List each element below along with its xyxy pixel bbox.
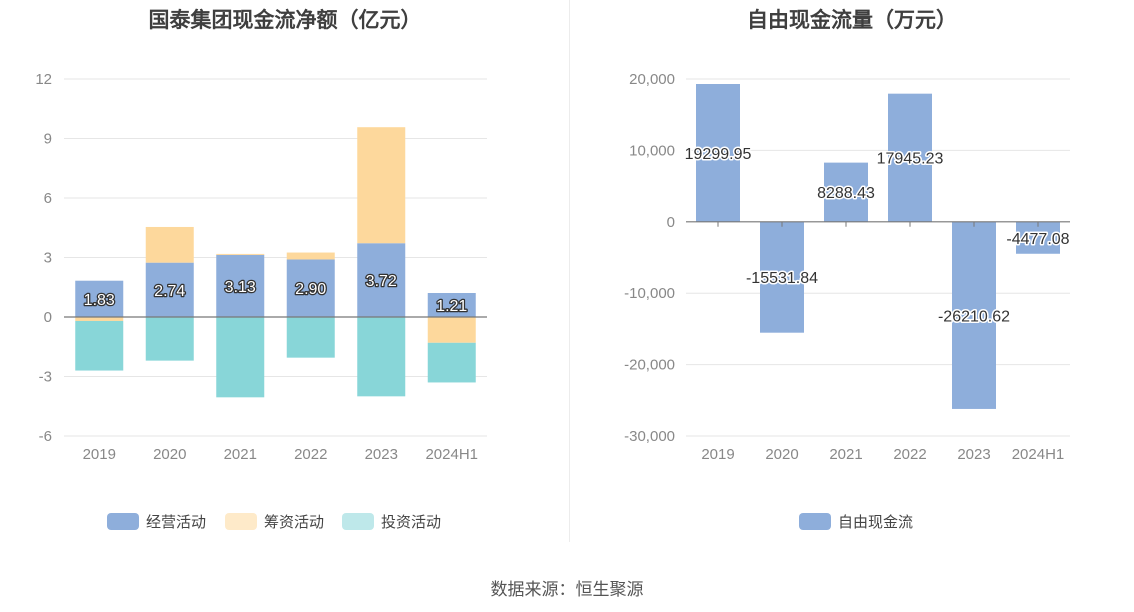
right-data-label: -26210.62 xyxy=(938,308,1010,325)
left-bar-operating xyxy=(357,243,406,317)
right-x-tick-label: 2021 xyxy=(829,446,862,463)
right-bar-free-cash-flow xyxy=(888,93,932,222)
left-bar-investing xyxy=(427,342,476,383)
right-x-tick-label: 2022 xyxy=(893,446,926,463)
left-x-tick-label: 2024H1 xyxy=(425,446,478,463)
left-y-tick-label: 9 xyxy=(44,131,52,148)
left-x-tick-label: 2021 xyxy=(224,446,257,463)
right-legend-swatch xyxy=(799,513,831,530)
left-bar-financing xyxy=(75,317,124,321)
chart-divider xyxy=(569,0,570,542)
left-x-tick-label: 2020 xyxy=(153,446,186,463)
left-data-label: 2.74 xyxy=(154,283,185,300)
left-legend-label: 经营活动 xyxy=(146,514,206,531)
left-x-tick-label: 2023 xyxy=(365,446,398,463)
right-x-tick-label: 2023 xyxy=(957,446,990,463)
right-bar-free-cash-flow xyxy=(760,221,804,333)
right-data-label: -15531.84 xyxy=(746,270,818,287)
right-bar-free-cash-flow xyxy=(952,221,996,409)
right-bar-free-cash-flow xyxy=(696,83,740,222)
right-y-tick-label: -10,000 xyxy=(624,285,675,302)
left-x-tick-label: 2019 xyxy=(83,446,116,463)
left-y-tick-label: -3 xyxy=(39,369,52,386)
right-y-tick-label: 20,000 xyxy=(629,71,675,88)
left-data-label: 1.83 xyxy=(84,292,115,309)
left-bar-operating xyxy=(427,293,476,317)
left-y-tick-label: 6 xyxy=(44,190,52,207)
left-data-label: 3.13 xyxy=(225,279,256,296)
right-x-tick-label: 2024H1 xyxy=(1012,446,1065,463)
right-data-label: 8288.43 xyxy=(817,185,875,202)
right-x-tick-label: 2019 xyxy=(701,446,734,463)
left-bar-operating xyxy=(216,254,265,317)
left-legend-label: 筹资活动 xyxy=(264,514,324,531)
right-data-label: -4477.08 xyxy=(1006,231,1069,248)
right-y-tick-label: 0 xyxy=(667,214,675,231)
left-y-tick-label: -6 xyxy=(39,428,52,445)
left-bar-financing xyxy=(427,317,476,343)
left-bar-investing xyxy=(75,320,124,371)
right-bar-free-cash-flow xyxy=(824,162,868,222)
left-legend-swatch xyxy=(225,513,257,530)
left-bar-financing xyxy=(216,253,265,255)
left-bar-investing xyxy=(357,317,406,397)
left-bar-investing xyxy=(286,317,335,358)
left-y-tick-label: 12 xyxy=(35,71,52,88)
left-legend-swatch xyxy=(342,513,374,530)
left-bar-investing xyxy=(145,317,194,361)
right-data-label: 19299.95 xyxy=(685,146,752,163)
left-bar-financing xyxy=(145,226,194,263)
left-legend-label: 投资活动 xyxy=(381,514,441,531)
right-y-tick-label: -20,000 xyxy=(624,357,675,374)
left-data-label: 2.90 xyxy=(295,281,326,298)
right-data-label: 17945.23 xyxy=(877,151,944,168)
right-legend-label: 自由现金流 xyxy=(838,514,913,531)
left-data-label: 1.21 xyxy=(436,298,467,315)
left-legend-swatch xyxy=(107,513,139,530)
right-x-tick-label: 2020 xyxy=(765,446,798,463)
right-chart-title: 自由现金流量（万元） xyxy=(747,9,957,32)
left-bar-operating xyxy=(145,262,194,317)
left-chart-title: 国泰集团现金流净额（亿元） xyxy=(148,9,422,32)
left-y-tick-label: 0 xyxy=(44,309,52,326)
left-bar-operating xyxy=(75,280,124,317)
left-bar-operating xyxy=(286,259,335,317)
left-data-label: 3.72 xyxy=(366,273,397,290)
right-y-tick-label: -30,000 xyxy=(624,428,675,445)
left-y-tick-label: 3 xyxy=(44,250,52,267)
right-bar-free-cash-flow xyxy=(1016,221,1060,254)
left-bar-financing xyxy=(286,252,335,260)
left-x-tick-label: 2022 xyxy=(294,446,327,463)
right-y-tick-label: 10,000 xyxy=(629,142,675,159)
data-source-note: 数据来源：恒生聚源 xyxy=(490,580,644,599)
left-bar-investing xyxy=(216,317,265,398)
left-bar-financing xyxy=(357,127,406,244)
